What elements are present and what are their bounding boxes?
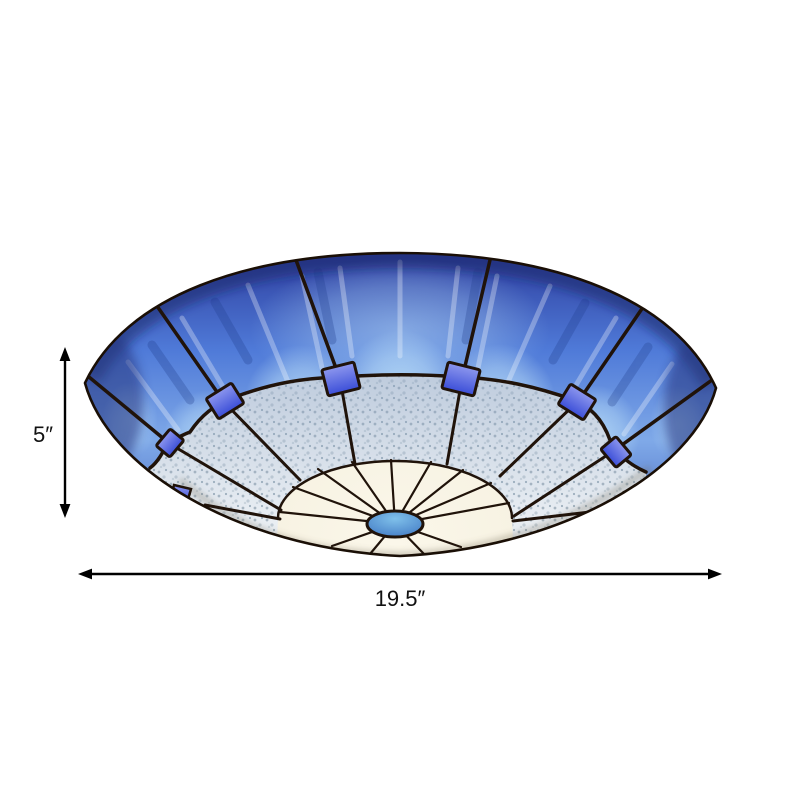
lamp-rim-shadow [85, 253, 716, 390]
width-dimension-arrow [78, 568, 722, 580]
height-dimension-label: 5″ [32, 422, 54, 447]
height-dimension-arrow [59, 347, 71, 518]
lamp-left-edge-shade [85, 330, 143, 474]
lamp-center-fan [270, 461, 520, 556]
width-dimension-label: 19.5″ [374, 586, 426, 611]
lamp-outline [83, 251, 718, 558]
lamp-glass-streaks-dark [147, 267, 653, 407]
lamp-center-disc [365, 509, 425, 539]
